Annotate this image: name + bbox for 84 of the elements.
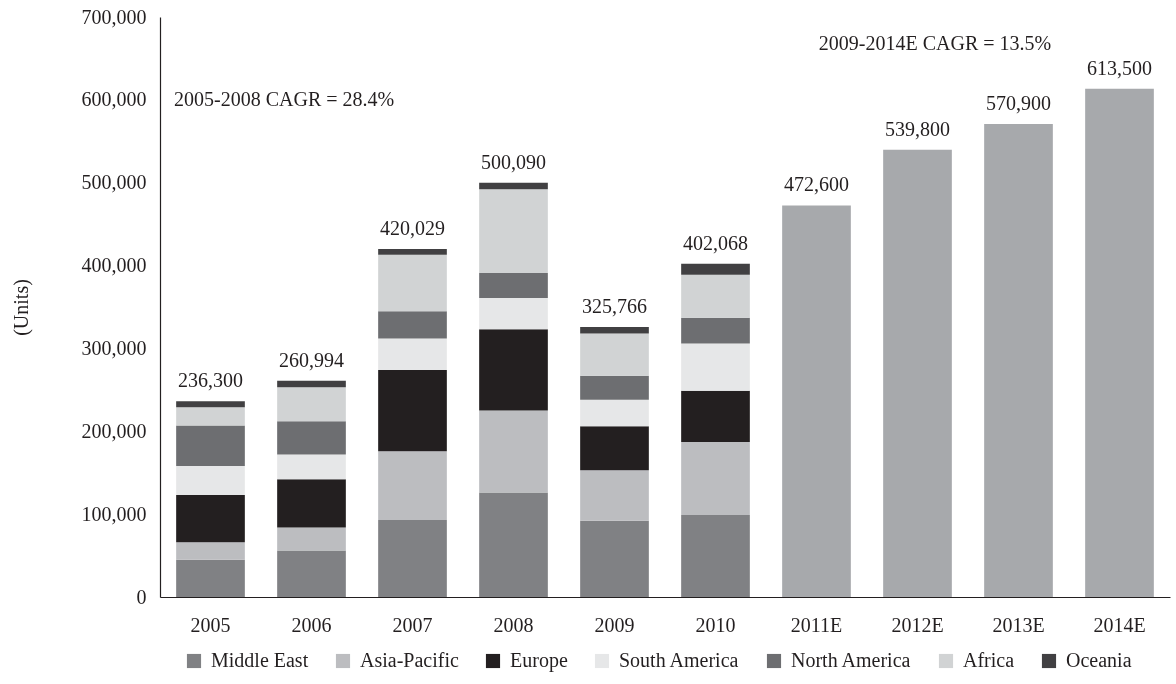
bar — [176, 466, 245, 496]
bar — [479, 182, 548, 190]
annotation: 2005-2008 CAGR = 28.4% — [174, 88, 395, 110]
bar — [176, 401, 245, 408]
y-tick-label: 600,000 — [81, 88, 147, 111]
bar — [681, 442, 750, 515]
y-tick-label: 200,000 — [81, 419, 147, 442]
legend-label: Europe — [510, 649, 568, 672]
bar — [580, 426, 649, 471]
legend-label: Asia-Pacific — [360, 649, 459, 671]
bar — [277, 380, 346, 388]
bar — [479, 273, 548, 298]
y-tick-label: 300,000 — [81, 336, 147, 359]
bar — [580, 333, 649, 376]
legend-label: South America — [619, 649, 739, 671]
bar — [681, 274, 750, 318]
bar — [176, 425, 245, 467]
total-label: 402,068 — [683, 231, 748, 254]
x-tick-label: 2014E — [1093, 613, 1146, 636]
bar — [378, 369, 447, 452]
x-tick-label: 2008 — [493, 613, 534, 636]
total-label: 260,994 — [279, 348, 344, 371]
bar — [681, 343, 750, 391]
bar — [782, 205, 851, 597]
total-label: 236,300 — [178, 369, 243, 392]
bar — [176, 407, 245, 426]
bar — [277, 387, 346, 422]
bar — [176, 559, 245, 597]
bar — [681, 263, 750, 275]
bar — [479, 329, 548, 411]
total-label: 500,090 — [481, 150, 546, 173]
x-tick-label: 2005 — [190, 613, 231, 636]
bar — [580, 470, 649, 521]
total-label: 539,800 — [885, 117, 950, 140]
bar — [479, 189, 548, 274]
x-tick-label: 2007 — [392, 613, 433, 636]
total-label: 325,766 — [582, 295, 647, 318]
x-tick-label: 2011E — [790, 613, 843, 636]
x-tick-label: 2013E — [992, 613, 1045, 636]
bar — [984, 123, 1053, 597]
bar — [883, 149, 952, 597]
bar — [378, 254, 447, 312]
bar — [681, 317, 750, 344]
y-tick-label: 400,000 — [81, 254, 147, 277]
bar — [681, 390, 750, 443]
y-axis-title: (Units) — [9, 279, 33, 336]
x-tick-label: 2010 — [695, 613, 736, 636]
legend-label: Oceania — [1066, 649, 1132, 671]
bar — [378, 311, 447, 339]
bar — [580, 399, 649, 427]
y-tick-label: 100,000 — [81, 502, 147, 525]
bar — [277, 421, 346, 455]
bar — [580, 375, 649, 400]
bar — [378, 338, 447, 370]
bar — [378, 451, 447, 520]
bar — [277, 479, 346, 528]
x-tick-label: 2006 — [291, 613, 332, 636]
bar — [277, 454, 346, 480]
y-tick-label: 500,000 — [81, 171, 147, 194]
bar — [580, 520, 649, 597]
annotation: 2009-2014E CAGR = 13.5% — [818, 32, 1052, 54]
legend-label: Middle East — [211, 649, 309, 671]
bar — [378, 248, 447, 255]
total-label: 570,900 — [986, 91, 1051, 114]
bar — [277, 527, 346, 551]
bar — [479, 297, 548, 330]
bar — [378, 519, 447, 597]
bar — [580, 327, 649, 334]
bar — [1085, 88, 1154, 597]
bar — [277, 550, 346, 597]
bar — [479, 492, 548, 597]
legend-label: Africa — [963, 649, 1015, 671]
legend-label: North America — [791, 649, 911, 671]
total-label: 613,500 — [1087, 56, 1152, 79]
x-tick-label: 2012E — [891, 613, 944, 636]
y-tick-label: 0 — [136, 585, 147, 608]
bar — [479, 410, 548, 493]
bar — [681, 514, 750, 597]
y-tick-label: 700,000 — [81, 5, 147, 28]
bar — [176, 495, 245, 543]
total-label: 472,600 — [784, 173, 849, 196]
x-tick-label: 2009 — [594, 613, 635, 636]
total-label: 420,029 — [380, 216, 445, 239]
bar — [176, 542, 245, 560]
